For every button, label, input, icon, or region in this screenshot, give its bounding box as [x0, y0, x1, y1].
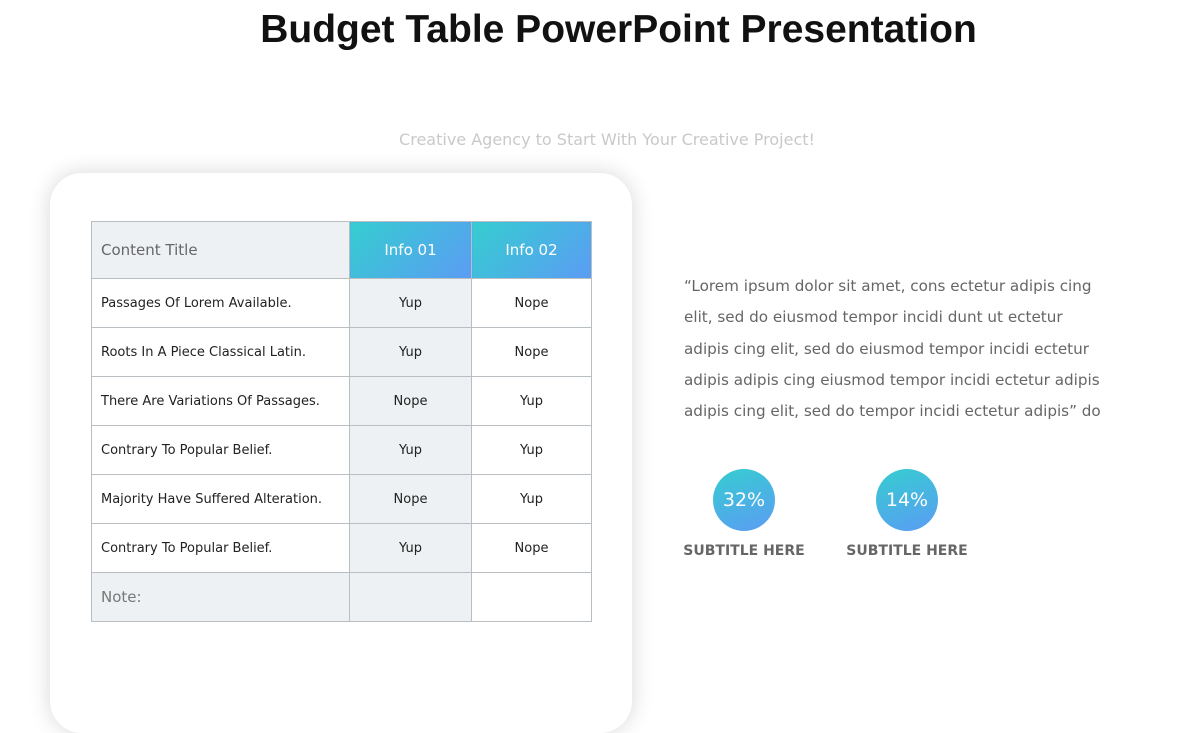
stat-circle: 32% — [713, 469, 775, 531]
title: Budget Table PowerPoint Presentation — [260, 8, 977, 51]
table-row: Contrary To Popular Belief. Yup Nope — [91, 523, 592, 573]
table-cell: Passages Of Lorem Available. — [91, 278, 350, 328]
table-cell: Contrary To Popular Belief. — [91, 425, 350, 475]
empty-cell — [349, 572, 472, 622]
empty-cell — [471, 572, 592, 622]
table-cell: Yup — [471, 474, 592, 524]
table-row: Contrary To Popular Belief. Yup Yup — [91, 425, 592, 475]
table-cell: Nope — [349, 376, 472, 426]
table-cell: Yup — [349, 523, 472, 573]
table-cell: Nope — [471, 327, 592, 377]
subtitle: Creative Agency to Start With Your Creat… — [399, 130, 815, 149]
table-cell: Majority Have Suffered Alteration. — [91, 474, 350, 524]
quote: “Lorem ipsum dolor sit amet, cons ectetu… — [684, 277, 1101, 421]
slide: Budget Table PowerPoint Presentation Cre… — [91, 8, 1101, 622]
table-row: Majority Have Suffered Alteration. Nope Yu… — [91, 474, 592, 524]
header-row: Content Title Info 01 Info 02 — [91, 221, 592, 279]
table-row: There Are Variations Of Passages. Nope Yup — [91, 376, 592, 426]
table-cell: Yup — [349, 327, 472, 377]
table-row: Roots In A Piece Classical Latin. Yup Nope — [91, 327, 592, 377]
table-cell: Contrary To Popular Belief. — [91, 523, 350, 573]
table-cell: Nope — [349, 474, 472, 524]
table-row: Passages Of Lorem Available. Yup Nope — [91, 278, 592, 328]
note-row: Note: — [91, 572, 592, 622]
stat-circle: 14% — [876, 469, 938, 531]
stat-label: SUBTITLE HERE — [683, 543, 805, 559]
header-cell: Info 01 — [349, 221, 472, 279]
table-cell: Roots In A Piece Classical Latin. — [91, 327, 350, 377]
table-cell: Nope — [471, 278, 592, 328]
table-cell: Nope — [471, 523, 592, 573]
budget-table: Content Title Info 01 Info 02 Passages Of L… — [91, 221, 592, 622]
table-cell: There Are Variations Of Passages. — [91, 376, 350, 426]
header-cell: Content Title — [91, 221, 350, 279]
stat-label: SUBTITLE HERE — [846, 543, 968, 559]
table-cell: Yup — [349, 425, 472, 475]
table-cell: Yup — [471, 376, 592, 426]
table-cell: Yup — [349, 278, 472, 328]
table-cell: Yup — [471, 425, 592, 475]
note-cell: Note: — [91, 572, 350, 622]
header-cell: Info 02 — [471, 221, 592, 279]
